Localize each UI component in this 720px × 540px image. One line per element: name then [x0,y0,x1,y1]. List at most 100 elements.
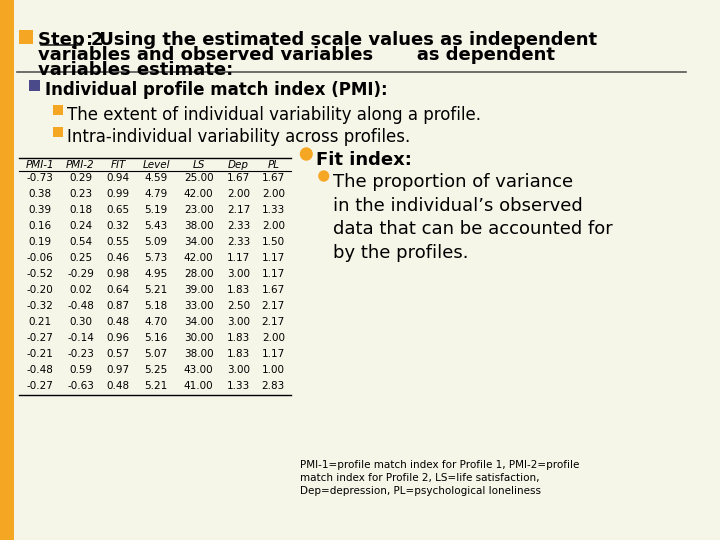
Text: 1.67: 1.67 [261,173,285,183]
Text: 0.25: 0.25 [69,253,92,263]
Text: 0.57: 0.57 [107,349,130,359]
Text: 0.54: 0.54 [69,237,92,247]
Text: 34.00: 34.00 [184,237,214,247]
Text: 2.00: 2.00 [262,189,285,199]
Text: 0.48: 0.48 [107,381,130,391]
Text: 0.59: 0.59 [69,365,92,375]
FancyBboxPatch shape [0,0,14,540]
Text: 4.70: 4.70 [145,317,168,327]
Text: 0.87: 0.87 [107,301,130,311]
Text: 43.00: 43.00 [184,365,214,375]
Text: PMI-1: PMI-1 [25,160,54,170]
Text: 30.00: 30.00 [184,333,213,343]
FancyBboxPatch shape [19,30,33,44]
Circle shape [319,171,328,181]
Text: 2.00: 2.00 [227,189,250,199]
Text: 41.00: 41.00 [184,381,214,391]
Text: 4.95: 4.95 [145,269,168,279]
Text: variables estimate:: variables estimate: [38,61,233,79]
FancyBboxPatch shape [53,105,63,115]
Text: 3.00: 3.00 [227,317,250,327]
Text: 2.17: 2.17 [261,317,285,327]
Text: 1.67: 1.67 [227,173,250,183]
Text: 0.98: 0.98 [107,269,130,279]
Text: variables and observed variables       as dependent: variables and observed variables as depe… [38,46,555,64]
Text: -0.27: -0.27 [27,333,53,343]
Text: -0.48: -0.48 [27,365,53,375]
Text: 0.38: 0.38 [28,189,51,199]
Text: -0.63: -0.63 [67,381,94,391]
Text: Intra-individual variability across profiles.: Intra-individual variability across prof… [67,128,410,146]
Text: -0.52: -0.52 [27,269,53,279]
Text: -0.06: -0.06 [27,253,53,263]
Text: 0.99: 0.99 [107,189,130,199]
Text: Step 2: Step 2 [38,31,103,49]
Text: PMI-2: PMI-2 [66,160,95,170]
Text: 5.25: 5.25 [145,365,168,375]
Text: 5.18: 5.18 [145,301,168,311]
Text: 0.65: 0.65 [107,205,130,215]
Text: -0.73: -0.73 [27,173,53,183]
Text: Dep: Dep [228,160,249,170]
Text: 0.30: 0.30 [69,317,92,327]
Circle shape [300,148,312,160]
Text: Fit index:: Fit index: [316,151,412,169]
Text: 0.39: 0.39 [28,205,51,215]
Text: 1.83: 1.83 [227,349,250,359]
Text: 1.17: 1.17 [227,253,250,263]
Text: -0.27: -0.27 [27,381,53,391]
Text: -0.14: -0.14 [67,333,94,343]
Text: 0.32: 0.32 [107,221,130,231]
Text: PMI-1=profile match index for Profile 1, PMI-2=profile
match index for Profile 2: PMI-1=profile match index for Profile 1,… [300,460,580,496]
Text: 38.00: 38.00 [184,221,214,231]
Text: : Using the estimated scale values as independent: : Using the estimated scale values as in… [86,31,598,49]
Text: 0.16: 0.16 [28,221,51,231]
Text: 5.09: 5.09 [145,237,168,247]
Text: 0.23: 0.23 [69,189,92,199]
Text: 5.21: 5.21 [145,285,168,295]
Text: 2.17: 2.17 [261,301,285,311]
Text: 38.00: 38.00 [184,349,214,359]
FancyBboxPatch shape [29,80,40,91]
Text: 0.46: 0.46 [107,253,130,263]
Text: 0.21: 0.21 [28,317,51,327]
Text: 0.96: 0.96 [107,333,130,343]
Text: 2.00: 2.00 [262,333,285,343]
Text: 2.33: 2.33 [227,237,250,247]
Text: 0.55: 0.55 [107,237,130,247]
Text: 1.83: 1.83 [227,285,250,295]
Text: -0.48: -0.48 [67,301,94,311]
Text: 5.19: 5.19 [145,205,168,215]
Text: -0.20: -0.20 [27,285,53,295]
Text: The proportion of variance
in the individual’s observed
data that can be account: The proportion of variance in the indivi… [333,173,613,262]
Text: 4.59: 4.59 [145,173,168,183]
Text: 1.17: 1.17 [261,269,285,279]
Text: 33.00: 33.00 [184,301,214,311]
Text: 0.64: 0.64 [107,285,130,295]
Text: 4.79: 4.79 [145,189,168,199]
Text: 25.00: 25.00 [184,173,214,183]
Text: 0.97: 0.97 [107,365,130,375]
Text: LS: LS [192,160,205,170]
Text: 5.07: 5.07 [145,349,168,359]
Text: 0.29: 0.29 [69,173,92,183]
Text: -0.32: -0.32 [27,301,53,311]
Text: 3.00: 3.00 [227,365,250,375]
Text: 5.16: 5.16 [145,333,168,343]
Text: 1.17: 1.17 [261,253,285,263]
Text: PL: PL [267,160,279,170]
Text: 0.24: 0.24 [69,221,92,231]
FancyBboxPatch shape [53,127,63,137]
Text: 1.17: 1.17 [261,349,285,359]
Text: 2.17: 2.17 [227,205,250,215]
Text: 0.19: 0.19 [28,237,51,247]
Text: 39.00: 39.00 [184,285,214,295]
Text: 34.00: 34.00 [184,317,214,327]
Text: 1.50: 1.50 [262,237,285,247]
Text: Level: Level [143,160,170,170]
Text: 1.00: 1.00 [262,365,285,375]
Text: 28.00: 28.00 [184,269,214,279]
Text: 1.67: 1.67 [261,285,285,295]
Text: Individual profile match index (PMI):: Individual profile match index (PMI): [45,81,387,99]
Text: 3.00: 3.00 [227,269,250,279]
